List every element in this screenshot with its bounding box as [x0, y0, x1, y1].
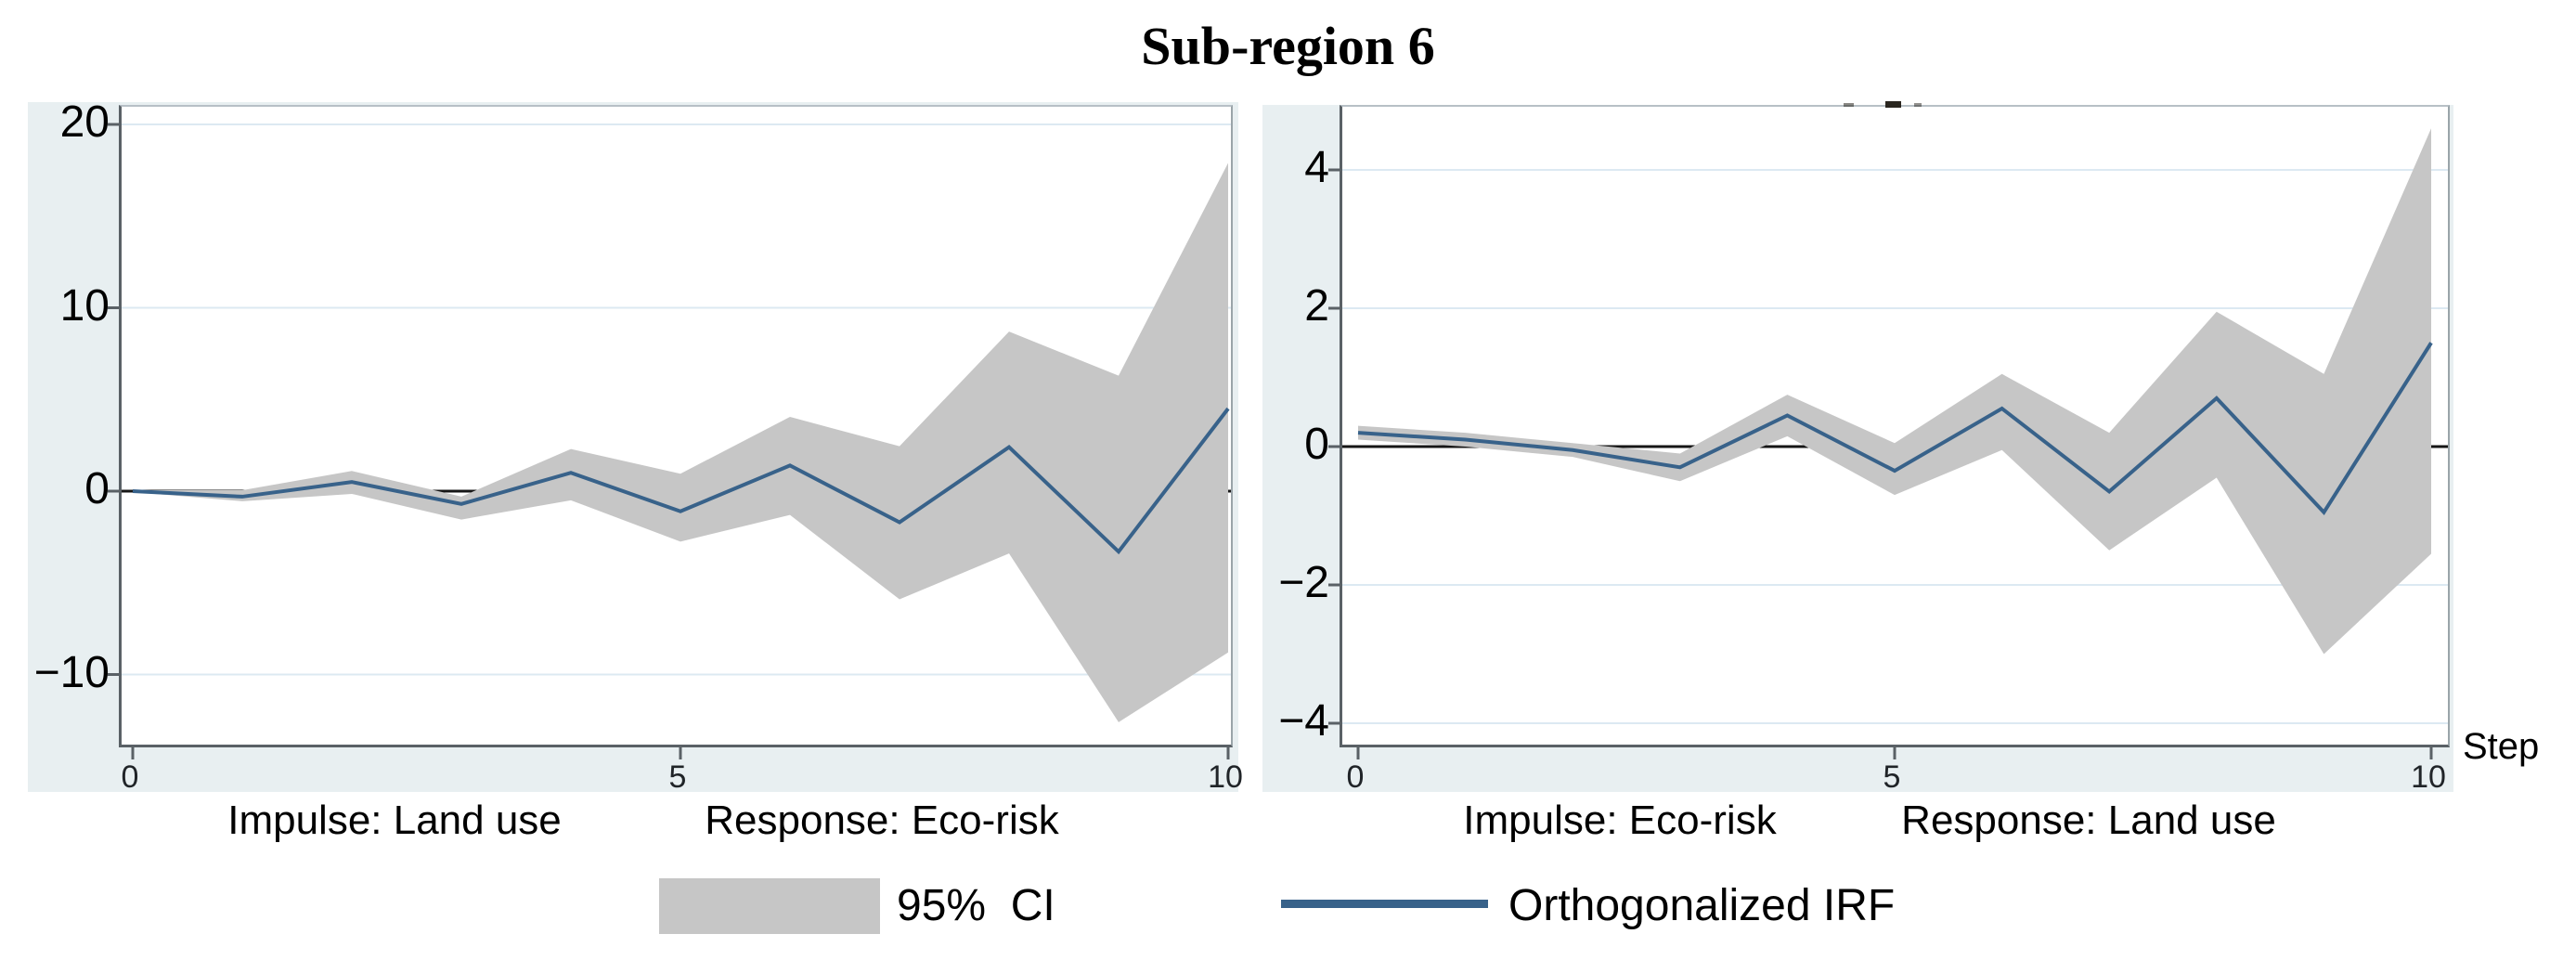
x-tick-label: 10 [1208, 759, 1243, 795]
figure-title: Sub-region 6 [1141, 16, 1435, 76]
y-tick-label: −10 [33, 647, 110, 697]
irf-line [1357, 342, 2433, 516]
y-tick-label: 20 [59, 97, 110, 147]
x-tick-label: 5 [668, 759, 687, 795]
x-tick-label: 10 [2411, 759, 2446, 795]
clipped-text-artifact [1844, 103, 1854, 107]
ci-legend-swatch [659, 878, 880, 934]
left-impulse-caption: Impulse: Land use [227, 798, 562, 843]
clipped-text-artifact [1914, 103, 1922, 107]
y-tick-label: 2 [1304, 281, 1329, 331]
y-tick-label: 4 [1304, 143, 1329, 192]
x-tick-label: 0 [121, 759, 139, 795]
left-response-caption: Response: Eco-risk [705, 798, 1059, 843]
step-axis-label: Step [2463, 726, 2540, 767]
left-irf-chart [108, 123, 1231, 759]
right-plot-area [1328, 105, 2450, 759]
right-response-caption: Response: Land use [1901, 798, 2276, 843]
clipped-text-artifact [1885, 101, 1901, 108]
ci-legend-label: 95% CI [897, 881, 1055, 930]
irf-line [132, 407, 1230, 555]
ci-band [1358, 128, 2431, 655]
x-tick-label: 0 [1346, 759, 1365, 795]
irf-legend-label: Orthogonalized IRF [1508, 881, 1896, 930]
y-tick-label: 10 [59, 280, 110, 331]
ci-band [133, 162, 1228, 722]
y-tick-label: 0 [1304, 420, 1329, 469]
y-tick-label: −2 [1278, 558, 1329, 607]
irf-legend-line [1281, 900, 1488, 908]
right-impulse-caption: Impulse: Eco-risk [1463, 798, 1777, 843]
x-tick-label: 5 [1883, 759, 1901, 795]
y-tick-label: 0 [84, 464, 110, 513]
right-irf-chart [1328, 128, 2448, 759]
y-tick-label: −4 [1278, 696, 1329, 746]
left-plot-area [108, 105, 1233, 759]
